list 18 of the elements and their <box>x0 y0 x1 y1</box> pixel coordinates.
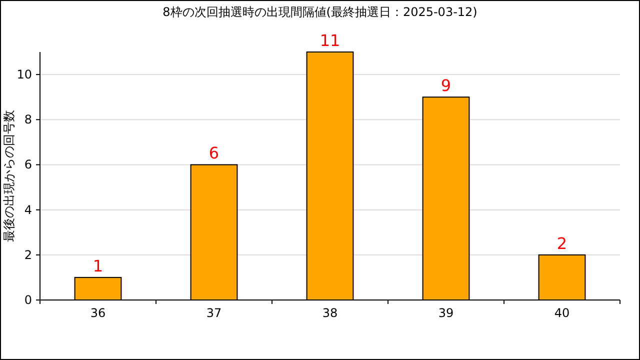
y-tick-label: 2 <box>24 248 32 262</box>
x-tick-label: 37 <box>206 306 222 320</box>
x-tick-label: 39 <box>438 306 454 320</box>
x-tick-label: 36 <box>90 306 106 320</box>
data-label: 1 <box>92 256 104 276</box>
y-axis-title: 最後の出現からの回号数 <box>2 110 16 242</box>
y-tick-label: 8 <box>24 112 32 127</box>
x-tick-label: 40 <box>554 306 570 320</box>
y-tick-label: 0 <box>24 293 32 307</box>
chart-title: 8枠の次回抽選時の出現間隔値(最終抽選日：2025-03-12) <box>162 5 478 19</box>
data-label: 2 <box>556 234 568 253</box>
y-tick-label: 4 <box>24 202 32 217</box>
data-label: 9 <box>440 76 452 96</box>
data-label: 11 <box>320 31 340 50</box>
x-tick-label: 38 <box>322 306 338 320</box>
y-tick-label: 6 <box>24 158 32 172</box>
y-tick-label: 10 <box>16 68 32 82</box>
data-label: 6 <box>208 144 220 163</box>
